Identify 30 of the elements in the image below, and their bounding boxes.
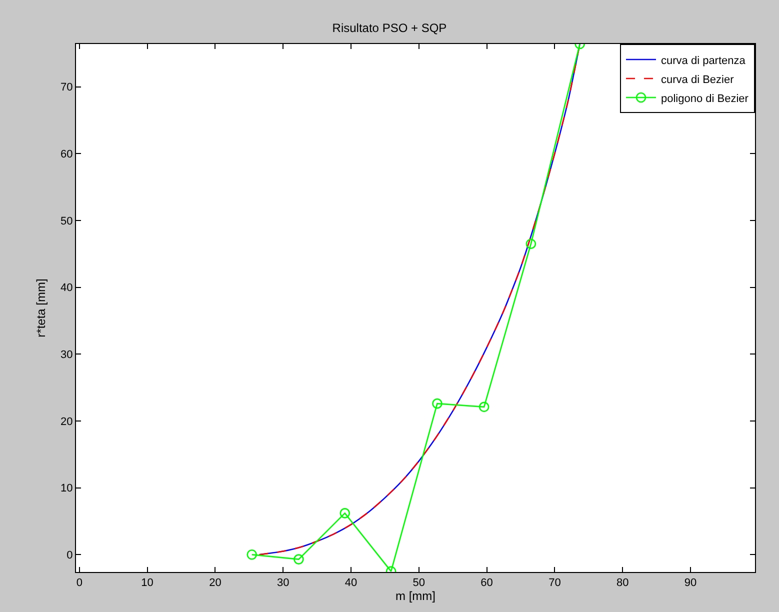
y-tick-label: 60 <box>60 148 73 160</box>
point <box>294 554 304 564</box>
x-tick-label: 40 <box>344 577 358 590</box>
y-tick-label: 0 <box>66 549 73 562</box>
y-axis-title: r*teta [mm] <box>34 278 48 338</box>
x-tick-label: 70 <box>548 577 561 590</box>
legend-label: curva di partenza <box>661 54 746 67</box>
x-tick-label: 20 <box>209 577 222 590</box>
point <box>340 508 350 518</box>
point <box>478 402 490 412</box>
chart-title: Risultato PSO + SQP <box>332 21 447 36</box>
point <box>246 549 258 560</box>
x-tick-label: 0 <box>76 577 82 590</box>
x-tick-label: 60 <box>480 577 493 590</box>
x-tick-label: 30 <box>276 577 290 590</box>
x-tick-label: 80 <box>616 577 629 590</box>
point <box>526 238 536 249</box>
point <box>432 398 442 409</box>
legend-label: curva di Bezier <box>661 74 734 86</box>
y-tick-label: 30 <box>60 348 73 361</box>
legend-label: poligono di Bezier <box>661 92 749 105</box>
x-tick-label: 10 <box>141 577 154 590</box>
x-axis-title: m [mm] <box>396 589 436 604</box>
y-tick-label: 50 <box>60 215 73 228</box>
x-tick-label: 50 <box>412 577 426 590</box>
y-tick-label: 40 <box>60 282 73 294</box>
y-tick-label: 20 <box>60 416 73 428</box>
x-tick-label: 90 <box>684 577 697 590</box>
y-tick-label: 70 <box>60 82 73 94</box>
y-tick-label: 10 <box>60 482 73 495</box>
